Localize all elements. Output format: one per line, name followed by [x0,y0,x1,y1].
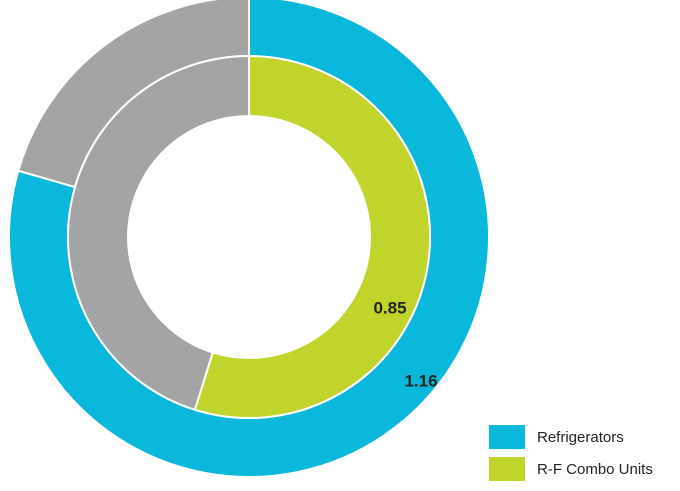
legend-item-r-f-combo-units: R-F Combo Units [489,457,653,481]
refrigerators-value-label: 1.16 [404,371,437,390]
donut-rings [8,0,490,478]
r-f-combo-units-slice [193,54,431,419]
legend-swatch-refrigerators [489,425,525,449]
data-labels: 1.16 0.85 [373,298,437,390]
legend-item-refrigerators: Refrigerators [489,425,624,449]
chart-legend: Refrigerators R-F Combo Units [489,425,653,481]
r-f-combo-units-value-label: 0.85 [373,298,406,317]
legend-label-r-f-combo-units: R-F Combo Units [537,461,653,478]
legend-label-refrigerators: Refrigerators [537,429,624,446]
r-f-combo-units-remainder-slice [67,54,250,411]
legend-swatch-r-f-combo-units [489,457,525,481]
